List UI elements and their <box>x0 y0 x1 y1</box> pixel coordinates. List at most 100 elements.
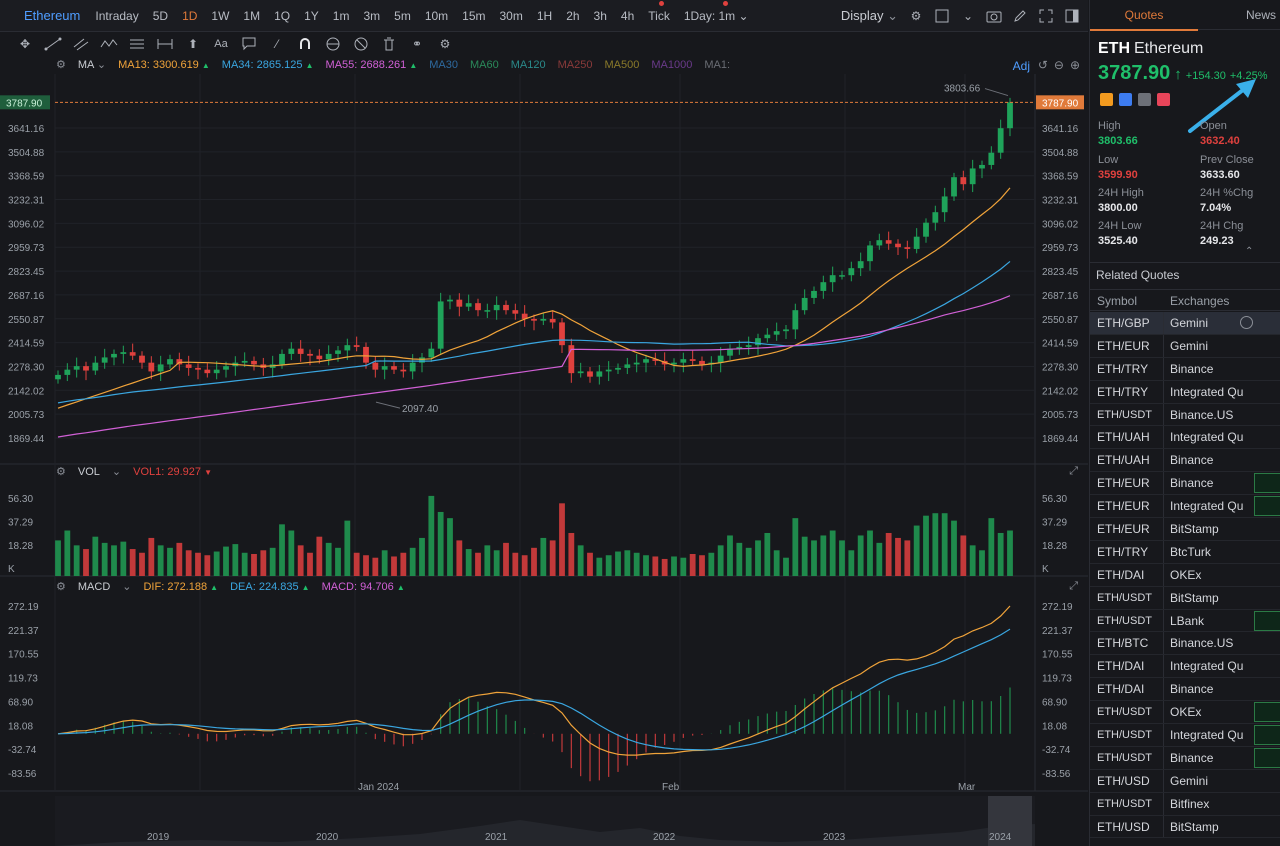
doc-badge-icon[interactable] <box>1138 93 1151 106</box>
trendline-icon[interactable] <box>44 36 62 52</box>
related-quote-row[interactable]: ETH/USDT BitStamp <box>1090 586 1280 610</box>
candle-body <box>465 303 472 307</box>
link-icon[interactable]: ⚭ <box>411 37 423 51</box>
related-quote-row[interactable]: ETH/DAI OKEx <box>1090 563 1280 587</box>
adj-button[interactable]: Adj <box>1012 59 1030 73</box>
related-quote-row[interactable]: ETH/USDT Integrated Qu <box>1090 724 1280 747</box>
related-quote-row[interactable]: ETH/BTC Binance.US <box>1090 632 1280 656</box>
vol-settings-icon[interactable]: ⚙ <box>56 466 66 478</box>
tf-15min[interactable]: 15m <box>462 8 486 23</box>
related-quote-row[interactable]: ETH/EUR Binance <box>1090 472 1280 496</box>
related-quote-row[interactable]: ETH/UAH Binance <box>1090 449 1280 473</box>
tf-5min[interactable]: 5m <box>394 8 411 23</box>
chevron-down-icon[interactable]: ⌄ <box>962 9 974 23</box>
related-quote-row[interactable]: ETH/TRY Binance <box>1090 357 1280 381</box>
drawing-settings-icon[interactable]: ⚙ <box>439 37 451 51</box>
bitcoin-badge-icon[interactable] <box>1100 93 1113 106</box>
tf-intraday[interactable]: Intraday <box>95 8 139 23</box>
volume-bar <box>493 550 500 576</box>
tf-4h[interactable]: 4h <box>620 8 635 23</box>
tag-badge-icon[interactable] <box>1119 93 1132 106</box>
tf-1q[interactable]: 1Q <box>274 8 291 23</box>
delete-drawings-icon[interactable] <box>380 36 398 52</box>
vol-label[interactable]: VOL <box>77 465 100 478</box>
chart-area[interactable]: 3641.16 3641.16 3504.88 3504.88 3368.59 3368.… <box>0 56 1088 846</box>
pen-edit-icon[interactable] <box>1012 8 1028 24</box>
macd-label[interactable]: MACD <box>77 580 111 593</box>
panel-toggle-icon[interactable] <box>1064 8 1080 24</box>
col-symbol[interactable]: Symbol <box>1097 294 1138 308</box>
volume-bar <box>717 545 724 576</box>
tf-tick[interactable]: Tick <box>641 0 677 23</box>
camera-icon[interactable] <box>986 8 1002 24</box>
tf-1h[interactable]: 1H <box>536 8 553 23</box>
display-button[interactable]: Display ⌄ <box>841 8 898 24</box>
tf-1w[interactable]: 1W <box>211 8 230 23</box>
tf-1m-month[interactable]: 1M <box>243 8 261 23</box>
related-quote-row[interactable]: ETH/USDT LBank <box>1090 609 1280 633</box>
tf-1y[interactable]: 1Y <box>304 8 319 23</box>
related-quote-row[interactable]: ETH/USD Gemini <box>1090 769 1280 793</box>
lock-drawings-icon[interactable] <box>324 36 342 52</box>
crosshair-move-icon[interactable]: ✥ <box>19 37 31 51</box>
candle-body <box>923 222 929 237</box>
text-tool-icon[interactable]: Aa <box>214 38 228 50</box>
related-quote-row[interactable]: ETH/DAI Integrated Qu <box>1090 655 1280 679</box>
related-quote-row[interactable]: ETH/GBP Gemini <box>1090 312 1280 335</box>
tf-10min[interactable]: 10m <box>424 8 449 23</box>
col-exchanges[interactable]: Exchanges <box>1170 294 1230 308</box>
favorite-heart-icon[interactable] <box>1157 93 1170 106</box>
hide-drawings-icon[interactable] <box>352 36 370 52</box>
related-quote-row[interactable]: ETH/USDT Bitfinex <box>1090 792 1280 816</box>
macd-settings-icon[interactable]: ⚙ <box>56 581 66 593</box>
ma-settings-icon[interactable]: ⚙ <box>56 59 66 71</box>
related-quote-row[interactable]: ETH/USDT Binance.US <box>1090 403 1280 427</box>
volume-bar <box>913 525 920 576</box>
quote-symbol: ETH/TRY <box>1097 544 1149 559</box>
checkbox-icon[interactable] <box>934 8 950 24</box>
measure-tool-icon[interactable] <box>156 36 174 52</box>
related-quote-row[interactable]: ETH/USD BitStamp <box>1090 815 1280 839</box>
pin-icon[interactable] <box>1240 316 1253 329</box>
related-quote-row[interactable]: ETH/EUR BitStamp <box>1090 518 1280 541</box>
tf-3min[interactable]: 3m <box>363 8 381 23</box>
tf-1min[interactable]: 1m <box>332 8 350 23</box>
related-quote-row[interactable]: ETH/EUR Integrated Qu <box>1090 495 1280 519</box>
tab-news[interactable]: News <box>1245 7 1276 22</box>
ma-legend-label[interactable]: MA ⌄ <box>77 59 107 71</box>
collapse-stats-icon[interactable]: ⌃ <box>1245 246 1254 257</box>
zoom-out-icon[interactable]: ⊖ <box>1053 58 1064 72</box>
symbol-title[interactable]: Ethereum <box>24 8 81 23</box>
related-quote-row[interactable]: ETH/UAH Integrated Qu <box>1090 426 1280 450</box>
fullscreen-icon[interactable] <box>1038 8 1054 24</box>
tf-5d[interactable]: 5D <box>152 8 169 23</box>
tf-1d[interactable]: 1D <box>182 8 198 23</box>
tf-3h[interactable]: 3h <box>593 8 607 23</box>
reset-zoom-icon[interactable]: ↺ <box>1037 58 1048 72</box>
related-quote-row[interactable]: ETH/TRY BtcTurk <box>1090 540 1280 564</box>
price-chart-svg[interactable]: 3641.16 3641.16 3504.88 3504.88 3368.59 3368.… <box>0 56 1088 846</box>
macd-expand-icon[interactable]: ⤢ <box>1069 580 1078 592</box>
magnet-icon[interactable] <box>296 36 314 52</box>
up-triangle-icon: ▲ <box>210 582 219 592</box>
zoom-in-icon[interactable]: ⊕ <box>1069 58 1080 72</box>
tab-quotes[interactable]: Quotes <box>1090 8 1198 31</box>
pattern-tool-icon[interactable] <box>100 36 118 52</box>
candle-body <box>241 360 248 363</box>
arrow-up-tool-icon[interactable]: ⬆ <box>187 37 199 51</box>
candle-body <box>363 346 369 363</box>
fib-tool-icon[interactable] <box>128 36 146 52</box>
tf-30min[interactable]: 30m <box>499 8 523 23</box>
related-quote-row[interactable]: ETH/USDT OKEx <box>1090 701 1280 725</box>
related-quote-row[interactable]: ETH/TRY Integrated Qu <box>1090 380 1280 404</box>
tf-1day-1m-dropdown[interactable]: 1Day: 1m ⌄ <box>677 0 756 23</box>
channel-tool-icon[interactable] <box>72 36 90 52</box>
brush-tool-icon[interactable]: ⁄ <box>275 37 278 51</box>
comment-tool-icon[interactable] <box>240 36 258 52</box>
settings-gear-icon[interactable]: ⚙ <box>910 9 922 23</box>
vol-expand-icon[interactable]: ⤢ <box>1069 465 1078 477</box>
related-quote-row[interactable]: ETH/USDT Binance <box>1090 746 1280 770</box>
related-quote-row[interactable]: ETH/EUR Gemini <box>1090 334 1280 358</box>
related-quote-row[interactable]: ETH/DAI Binance <box>1090 678 1280 702</box>
tf-2h[interactable]: 2h <box>566 8 580 23</box>
